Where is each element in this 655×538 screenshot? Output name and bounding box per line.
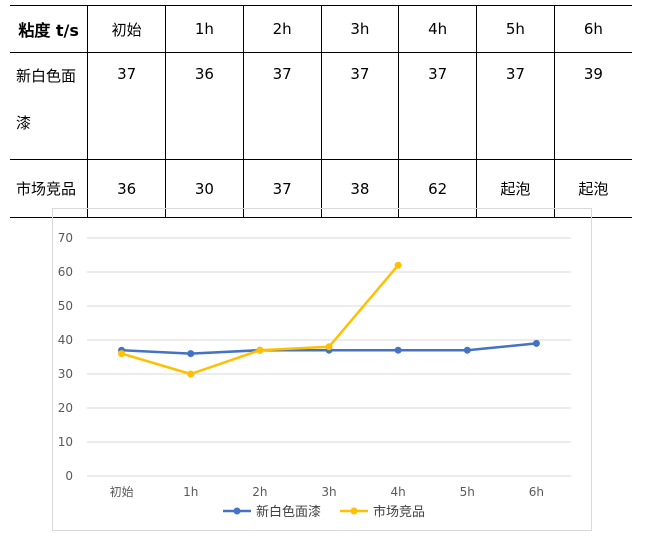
x-tick-label: 5h	[460, 485, 475, 499]
table-header-row: 粘度 t/s 初始 1h 2h 3h 4h 5h 6h	[10, 5, 632, 53]
table-header-cell: 2h	[242, 5, 321, 53]
line-chart: 0 10 20 30 40 50 60 70 初始 1h 2h 3h 4h 5h 6h 新白色面漆 市场竞品	[52, 208, 592, 531]
data-point	[394, 346, 402, 354]
x-tick-label: 3h	[321, 485, 336, 499]
table-cell: 36	[165, 52, 244, 160]
y-tick-label: 40	[58, 333, 73, 347]
chart-canvas: 0 10 20 30 40 50 60 70 初始 1h 2h 3h 4h 5h 6h 新白色面漆 市场竞品	[58, 231, 571, 520]
data-point	[118, 350, 126, 358]
x-tick-label: 初始	[110, 485, 134, 499]
table-header-cell: 5h	[476, 5, 555, 53]
table-cell: 37	[476, 52, 555, 160]
table-header-cell: 4h	[398, 5, 477, 53]
data-point	[463, 346, 471, 354]
row-label-line: 新白色面	[16, 67, 77, 85]
table-cell: 37	[87, 52, 166, 160]
legend-swatch-marker	[233, 507, 241, 515]
series-line-2	[121, 264, 400, 376]
y-tick-label: 60	[58, 265, 73, 279]
table-cell: 39	[553, 52, 632, 160]
row-label-line: 漆	[16, 114, 32, 132]
data-point	[256, 346, 264, 354]
table-cell: 37	[320, 52, 399, 160]
table-row: 新白色面漆 37 36 37 37 37 37 39	[10, 52, 632, 160]
y-tick-label: 10	[58, 435, 73, 449]
legend-swatch-marker	[350, 507, 358, 515]
table-header-cell: 粘度 t/s	[10, 5, 88, 53]
x-tick-label: 4h	[391, 485, 406, 499]
y-tick-label: 20	[58, 401, 73, 415]
table-header-cell: 3h	[320, 5, 399, 53]
data-point	[325, 343, 333, 351]
row-label: 市场竞品	[10, 159, 88, 218]
row-label: 新白色面漆	[10, 52, 88, 160]
y-tick-label: 0	[65, 469, 73, 483]
table-header-cell: 6h	[553, 5, 632, 53]
table-cell: 37	[242, 52, 321, 160]
data-point	[187, 350, 195, 358]
y-tick-label: 30	[58, 367, 73, 381]
y-tick-label: 70	[58, 231, 73, 245]
x-tick-label: 1h	[183, 485, 198, 499]
table-header-cell: 1h	[165, 5, 244, 53]
table-cell: 37	[398, 52, 477, 160]
table-header-cell: 初始	[87, 5, 166, 53]
data-point	[532, 339, 540, 347]
viscosity-table: 粘度 t/s 初始 1h 2h 3h 4h 5h 6h 新白色面漆 37 36 …	[10, 5, 632, 218]
legend-label: 新白色面漆	[256, 504, 321, 520]
x-tick-label: 2h	[252, 485, 267, 499]
legend-label: 市场竞品	[373, 504, 425, 520]
y-tick-label: 50	[58, 299, 73, 313]
data-point	[394, 261, 402, 269]
x-tick-label: 6h	[529, 485, 544, 499]
data-point	[187, 370, 195, 378]
